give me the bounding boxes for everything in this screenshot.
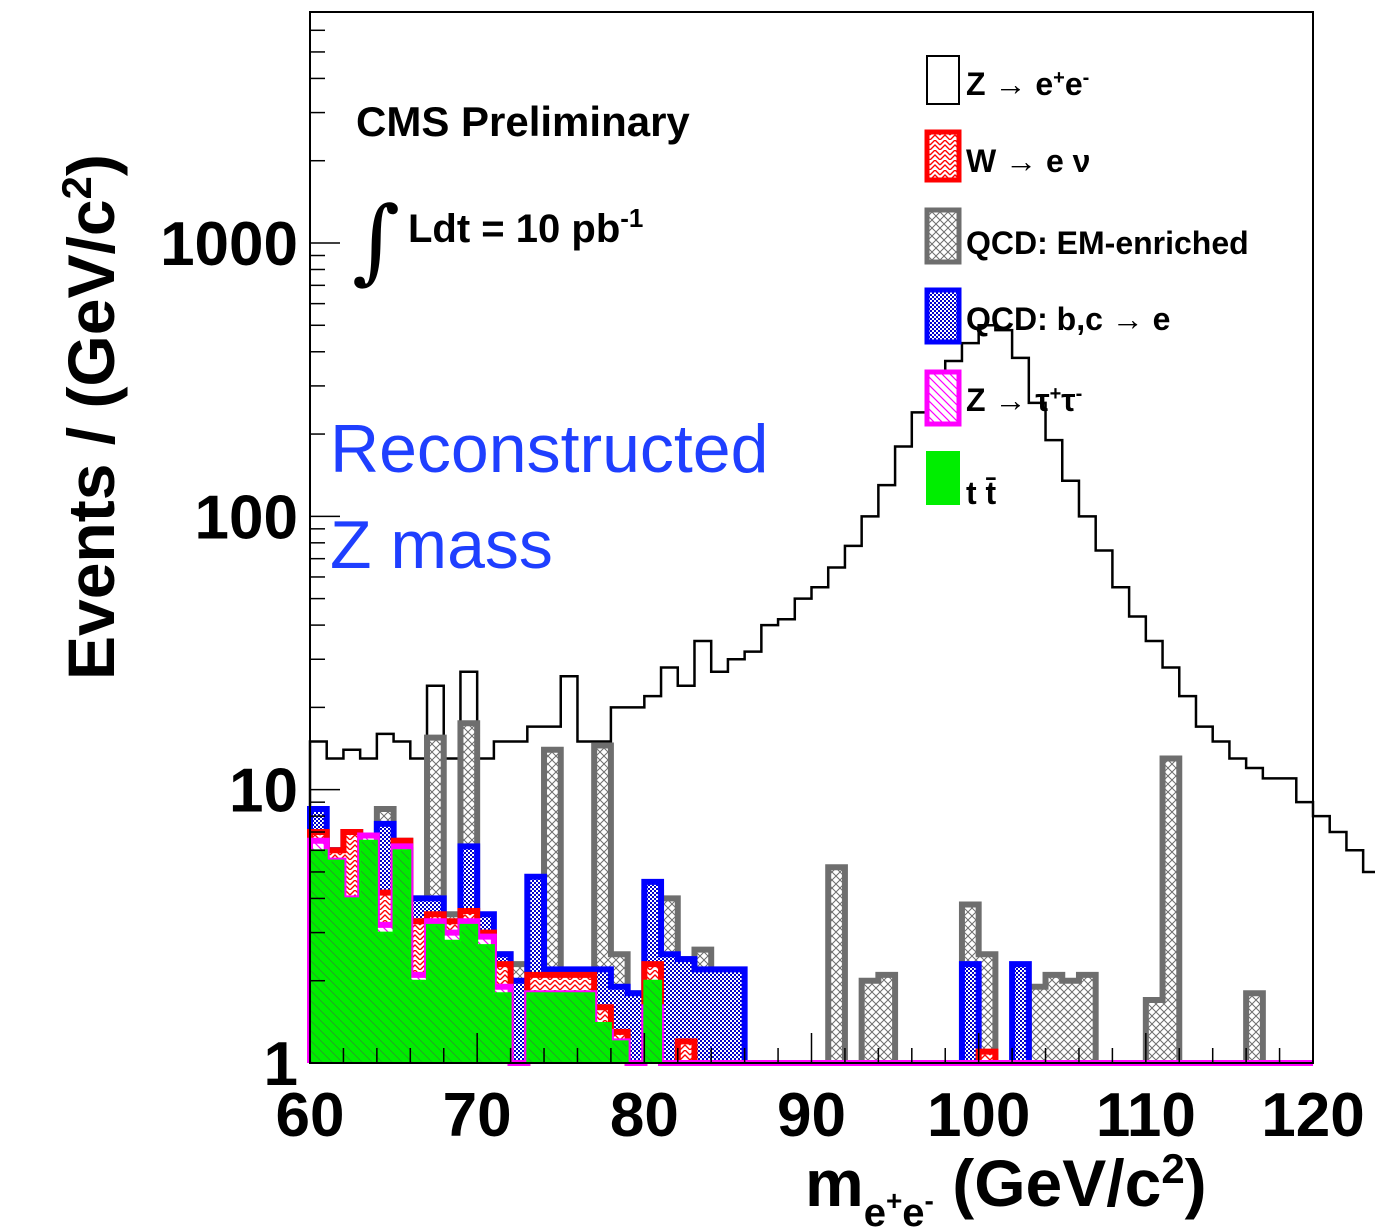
y-tick-label: 1	[264, 1030, 298, 1099]
legend-swatch-ztautau	[924, 369, 962, 427]
legend-swatch-zee	[926, 55, 960, 105]
x-axis-title-unit: (GeV/c	[934, 1146, 1161, 1220]
legend-label-qcd-em: QCD: EM-enriched	[966, 225, 1249, 261]
legend-label-zee: Z → e+e-	[966, 66, 1089, 102]
y-axis-title-main: Events / (GeV/c	[54, 199, 128, 680]
legend-swatch-wenu	[924, 129, 962, 183]
x-axis-title-close: )	[1185, 1146, 1207, 1220]
luminosity-label: Ldt = 10 pb-1	[408, 203, 643, 251]
legend-label-ztautau: Z → τ+τ-	[966, 382, 1082, 418]
luminosity-text: Ldt = 10 pb	[408, 207, 620, 251]
annotation-line-1: Reconstructed	[330, 411, 768, 487]
x-tick-label: 70	[443, 1081, 512, 1150]
y-tick-label: 10	[229, 757, 298, 826]
x-tick-label: 60	[276, 1081, 345, 1150]
x-tick-label: 100	[927, 1081, 1030, 1150]
x-axis-title-sub2: e	[902, 1191, 924, 1228]
series-outline-t-t	[309, 839, 678, 1064]
legend-swatch-qcd-em	[924, 207, 962, 265]
luminosity-sup: -1	[620, 203, 643, 233]
axis-ticks	[309, 11, 1314, 1064]
experiment-label: CMS Preliminary	[356, 98, 690, 145]
x-tick-label: 90	[777, 1081, 846, 1150]
legend-swatch-qcd-bc	[924, 287, 962, 345]
legend-label-qcd-bc: QCD: b,c → e	[966, 301, 1170, 337]
x-axis-title-sub-sup1: +	[886, 1185, 902, 1216]
x-axis-title-main: m	[805, 1146, 864, 1220]
y-axis-title-sup: 2	[53, 176, 100, 199]
legend-label-ttbar: t t̄	[966, 475, 997, 511]
x-tick-label: 120	[1261, 1081, 1364, 1150]
x-axis-title-sub: e	[864, 1191, 886, 1228]
y-axis-title-close: )	[54, 154, 128, 176]
y-axis-title: Events / (GeV/c2)	[53, 154, 129, 680]
histogram-bars	[307, 324, 1375, 1066]
integral-symbol: ∫	[352, 187, 400, 294]
x-tick-label: 110	[1096, 1081, 1196, 1150]
x-axis-title: me+e- (GeV/c2)	[805, 1145, 1207, 1228]
annotation-line-2: Z mass	[330, 507, 553, 583]
x-axis-title-sub-sup2: -	[925, 1185, 934, 1216]
y-tick-label: 1000	[160, 210, 298, 279]
legend-swatch-ttbar	[926, 451, 960, 505]
series-outline-z-e-e	[308, 324, 1375, 1063]
x-axis-title-unit-sup: 2	[1161, 1145, 1184, 1192]
x-tick-label: 80	[610, 1081, 679, 1150]
y-tick-label: 100	[195, 483, 298, 552]
legend-label-wenu: W → e ν	[966, 143, 1090, 179]
legend: Z → e+e- W → e ν QCD: EM-enriched QCD: b…	[924, 55, 1249, 511]
